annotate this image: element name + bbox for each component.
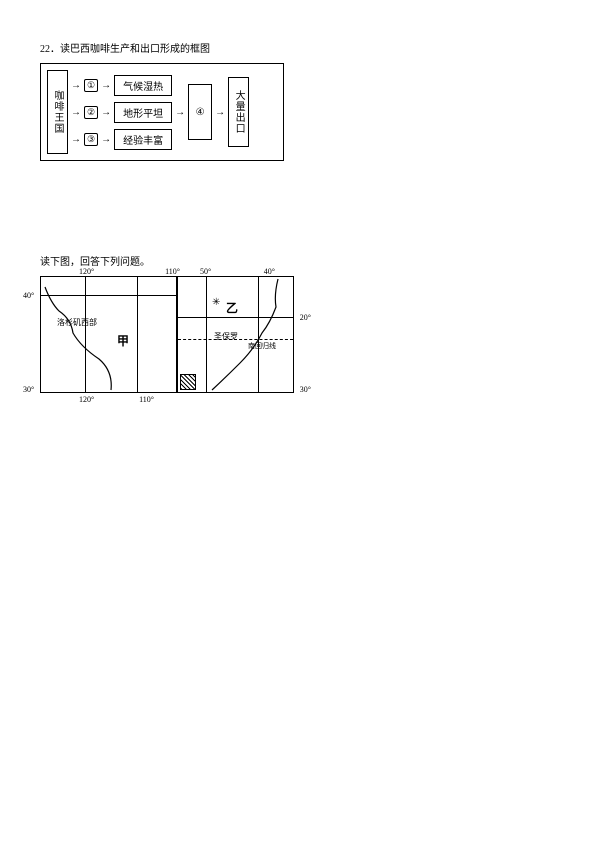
- lon-label: 110°: [139, 395, 154, 404]
- city-label: 洛杉矶西部: [57, 317, 97, 328]
- lon-label: 50°: [200, 267, 211, 276]
- lat-label: 40°: [23, 291, 34, 300]
- num-2: ②: [84, 106, 98, 119]
- box-four: ④: [188, 84, 212, 140]
- coastline-svg: [41, 277, 176, 392]
- lon-label: 110°: [165, 267, 180, 276]
- tropic-label: 南回归线: [248, 341, 276, 351]
- lon-label: 120°: [79, 395, 94, 404]
- q23-intro: 读下图，回答下列问题。: [40, 255, 555, 270]
- lat-label: 30°: [23, 385, 34, 394]
- arrow-icon: →: [101, 107, 111, 118]
- arrow-icon: →: [71, 80, 81, 91]
- box-experience: 经验丰富: [114, 129, 172, 150]
- arrow-icon: →: [175, 107, 185, 118]
- box-climate: 气候湿热: [114, 75, 172, 96]
- region-label: 乙: [226, 299, 238, 316]
- spacer: [40, 173, 555, 253]
- q22-intro: 22．读巴西咖啡生产和出口形成的框图: [40, 42, 555, 57]
- region-label: 甲: [117, 332, 129, 349]
- arrow-icon: →: [101, 134, 111, 145]
- arrow-icon: →: [71, 107, 81, 118]
- map-right: 50° 40° 20° 30° 乙 ✳ 圣保罗 南回归线: [177, 276, 294, 393]
- diagram-two-maps: 120° 110° 40° 30° 120° 110° 洛杉矶西部 甲: [40, 276, 310, 393]
- num-1: ①: [84, 79, 98, 92]
- arrow-icon: →: [101, 80, 111, 91]
- box-terrain: 地形平坦: [114, 102, 172, 123]
- hatched-box: [180, 374, 196, 390]
- map-left: 120° 110° 40° 30° 120° 110° 洛杉矶西部 甲: [40, 276, 177, 393]
- city-label: 圣保罗: [214, 331, 238, 342]
- box-export: 大量出口: [228, 77, 249, 147]
- num-3: ③: [84, 133, 98, 146]
- diagram-coffee-flow: 咖啡王国 → ① → 气候湿热 → ② → 地形平坦 → ③: [40, 63, 284, 161]
- star-icon: ✳: [212, 297, 220, 308]
- lon-label: 120°: [79, 267, 94, 276]
- question-22: 22．读巴西咖啡生产和出口形成的框图 咖啡王国 → ① → 气候湿热 → ② →…: [40, 42, 555, 161]
- lat-label: 30°: [300, 385, 311, 394]
- box-coffee-kingdom: 咖啡王国: [47, 70, 68, 154]
- arrow-icon: →: [215, 107, 225, 118]
- question-23: 读下图，回答下列问题。 120° 110° 40° 30° 120° 110°: [40, 255, 555, 393]
- lat-label: 20°: [300, 313, 311, 322]
- arrow-icon: →: [71, 134, 81, 145]
- lon-label: 40°: [264, 267, 275, 276]
